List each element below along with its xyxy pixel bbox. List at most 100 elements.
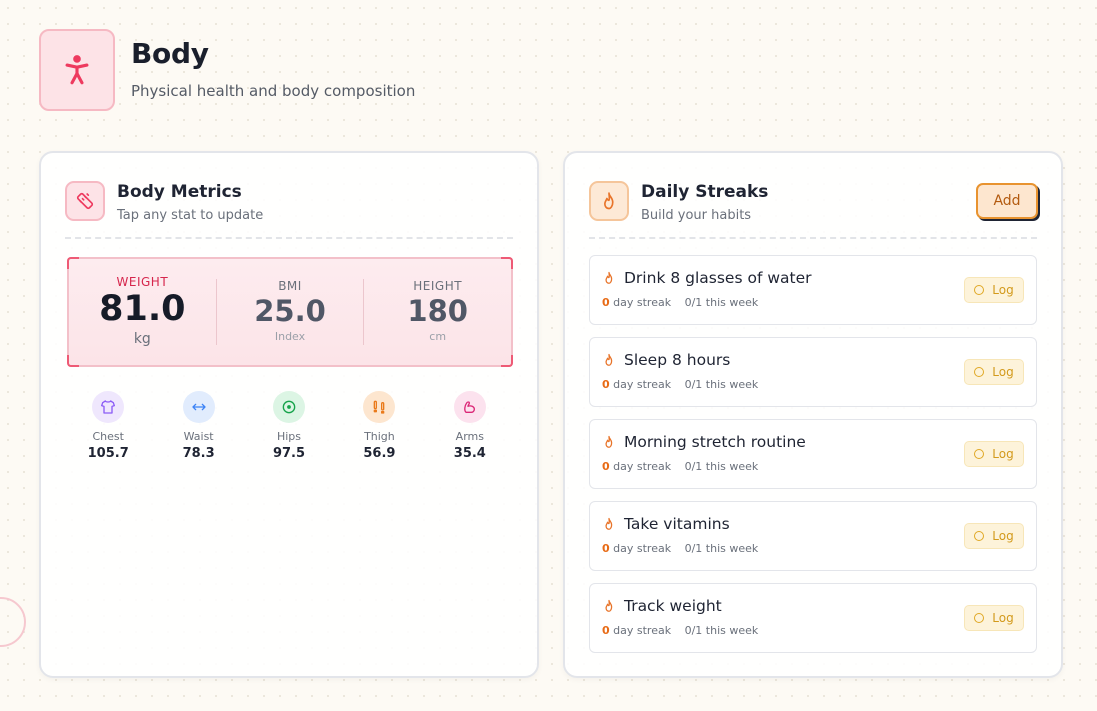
log-button[interactable]: Log: [964, 605, 1024, 631]
body-metrics-card: Body Metrics Tap any stat to update WEIG…: [39, 151, 539, 678]
measure-label: Waist: [183, 430, 214, 443]
measure-chest[interactable]: Chest 105.7: [63, 391, 153, 461]
accessibility-icon: [39, 29, 115, 111]
measure-value: 97.5: [272, 446, 306, 461]
bmi-stat[interactable]: BMI 25.0 Index: [215, 279, 364, 345]
circle-icon: [974, 285, 985, 295]
streak-count: 0: [602, 296, 610, 309]
streak-name: Sleep 8 hours: [624, 351, 731, 369]
daily-streaks-card: Daily Streaks Build your habits Add Drin…: [563, 151, 1063, 678]
weight-stat[interactable]: WEIGHT 81.0 kg: [69, 259, 216, 365]
streak-meta: 0 day streak 0/1 this week: [602, 378, 758, 391]
log-label: Log: [992, 611, 1014, 625]
body-metrics-subtitle: Tap any stat to update: [117, 208, 264, 223]
streak-meta: 0 day streak 0/1 this week: [602, 542, 758, 555]
bmi-value: 25.0: [254, 294, 326, 328]
streak-title: Sleep 8 hours: [602, 351, 730, 369]
measure-label: Hips: [276, 430, 302, 443]
measure-label: Thigh: [364, 430, 395, 443]
corner-accent: [501, 355, 513, 367]
streak-title: Drink 8 glasses of water: [602, 269, 812, 287]
measurements-row: Chest 105.7 Waist 78.3 Hips 97.5 Thigh 5…: [63, 391, 515, 461]
measure-arms[interactable]: Arms 35.4: [425, 391, 515, 461]
height-stat[interactable]: HEIGHT 180 cm: [363, 279, 511, 345]
flame-icon: [605, 435, 613, 448]
log-label: Log: [992, 529, 1014, 543]
streak-count: 0: [602, 542, 610, 555]
streak-week: 0/1 this week: [684, 296, 759, 309]
flame-icon: [605, 353, 613, 366]
decorative-circle: [0, 597, 26, 647]
page-subtitle: Physical health and body composition: [131, 82, 416, 100]
streak-count: 0: [602, 460, 610, 473]
height-label: HEIGHT: [413, 279, 463, 293]
streak-count-label: day streak: [613, 624, 672, 637]
bmi-unit: Index: [274, 330, 306, 343]
streak-week: 0/1 this week: [684, 624, 759, 637]
weight-unit: kg: [133, 331, 151, 347]
log-button[interactable]: Log: [964, 441, 1024, 467]
circle-icon: [974, 613, 985, 623]
corner-accent: [501, 257, 513, 269]
corner-accent: [67, 355, 79, 367]
circle-icon: [974, 531, 985, 541]
streak-item[interactable]: Sleep 8 hours 0 day streak 0/1 this week…: [589, 337, 1037, 407]
shirt-icon: [92, 391, 125, 423]
log-button[interactable]: Log: [964, 277, 1024, 303]
streak-meta: 0 day streak 0/1 this week: [602, 624, 758, 637]
weight-value: 81.0: [99, 289, 186, 329]
height-unit: cm: [429, 330, 447, 343]
log-button[interactable]: Log: [964, 523, 1024, 549]
streak-name: Morning stretch routine: [624, 433, 806, 451]
log-label: Log: [992, 365, 1014, 379]
weight-label: WEIGHT: [116, 275, 169, 289]
streak-title: Take vitamins: [602, 515, 730, 533]
measure-value: 56.9: [363, 446, 396, 461]
streak-item[interactable]: Morning stretch routine 0 day streak 0/1…: [589, 419, 1037, 489]
flame-icon: [605, 517, 613, 530]
streak-week: 0/1 this week: [684, 542, 759, 555]
page-header: Body Physical health and body compositio…: [39, 29, 415, 111]
height-value: 180: [407, 294, 468, 328]
page-title: Body: [131, 37, 209, 70]
corner-accent: [67, 257, 79, 269]
streak-title: Track weight: [602, 597, 722, 615]
arrows-horizontal-icon: [182, 391, 215, 423]
measure-waist[interactable]: Waist 78.3: [153, 391, 243, 461]
measure-label: Chest: [92, 430, 124, 443]
streak-count: 0: [602, 378, 610, 391]
streak-item[interactable]: Take vitamins 0 day streak 0/1 this week…: [589, 501, 1037, 571]
streak-item[interactable]: Track weight 0 day streak 0/1 this week …: [589, 583, 1037, 653]
log-button[interactable]: Log: [964, 359, 1024, 385]
streak-count: 0: [602, 624, 610, 637]
daily-streaks-subtitle: Build your habits: [641, 208, 752, 223]
ruler-icon: [65, 181, 105, 221]
streak-week: 0/1 this week: [684, 378, 759, 391]
footprints-icon: [363, 391, 396, 423]
body-metrics-title: Body Metrics: [117, 182, 242, 202]
streak-count-label: day streak: [613, 378, 672, 391]
streak-meta: 0 day streak 0/1 this week: [602, 296, 758, 309]
flame-icon: [605, 599, 613, 612]
streak-name: Drink 8 glasses of water: [624, 269, 812, 287]
daily-streaks-header: Daily Streaks Build your habits: [589, 181, 1037, 239]
bmi-label: BMI: [278, 279, 302, 293]
streak-count-label: day streak: [613, 296, 672, 309]
target-icon: [273, 391, 306, 423]
streak-count-label: day streak: [613, 542, 672, 555]
log-label: Log: [992, 283, 1014, 297]
measure-label: Arms: [455, 430, 484, 443]
measure-value: 105.7: [87, 446, 129, 461]
bicep-icon: [453, 391, 486, 423]
daily-streaks-title: Daily Streaks: [641, 182, 769, 202]
measure-thigh[interactable]: Thigh 56.9: [334, 391, 424, 461]
add-streak-button[interactable]: Add: [976, 183, 1038, 219]
streak-count-label: day streak: [613, 460, 672, 473]
measure-hips[interactable]: Hips 97.5: [244, 391, 334, 461]
flame-icon: [605, 271, 613, 284]
streak-item[interactable]: Drink 8 glasses of water 0 day streak 0/…: [589, 255, 1037, 325]
primary-stats-panel: WEIGHT 81.0 kg BMI 25.0 Index HEIGHT 180…: [67, 257, 513, 367]
streak-meta: 0 day streak 0/1 this week: [602, 460, 758, 473]
circle-icon: [974, 449, 985, 459]
streak-title: Morning stretch routine: [602, 433, 806, 451]
